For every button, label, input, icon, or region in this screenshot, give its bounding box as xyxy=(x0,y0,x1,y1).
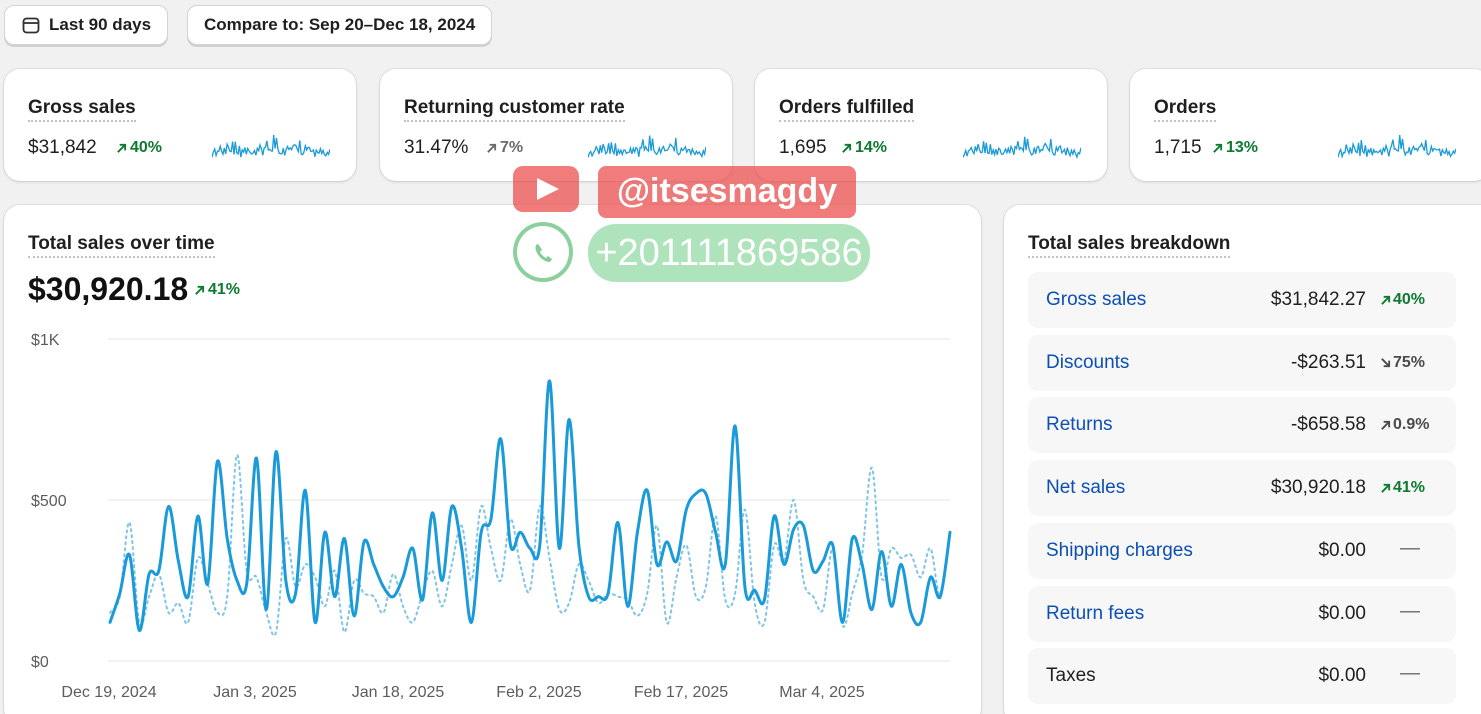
current-series-line xyxy=(108,379,952,632)
breakdown-row-change: — xyxy=(1400,599,1420,622)
breakdown-row-label[interactable]: Returns xyxy=(1046,414,1113,436)
metric-title: Orders fulfilled xyxy=(779,97,915,122)
metric-card-orders-fulfilled[interactable]: Orders fulfilled 1,695 14% xyxy=(755,69,1107,181)
chart-delta-text: 41% xyxy=(208,281,241,298)
sales-over-time-card: Total sales over time $30,920.18 41% $1K… xyxy=(4,205,981,714)
whatsapp-logo-icon xyxy=(513,222,573,282)
metric-value: 31.47% xyxy=(404,137,469,158)
arrow-down-right-icon xyxy=(1381,358,1391,368)
sparkline-path xyxy=(1338,134,1456,159)
metric-value: $31,842 xyxy=(28,137,97,158)
breakdown-row: Taxes $0.00 — xyxy=(1028,648,1456,705)
x-tick-label: Dec 19, 2024 xyxy=(61,684,156,701)
metric-delta-text: 13% xyxy=(1226,139,1259,156)
breakdown-row-label[interactable]: Gross sales xyxy=(1046,289,1147,310)
breakdown-row[interactable]: Discounts -$263.51 75% xyxy=(1028,334,1456,391)
metric-delta-text: 14% xyxy=(855,139,888,156)
sparkline xyxy=(212,134,330,159)
metric-card-gross-sales[interactable]: Gross sales $31,842 40% xyxy=(4,69,356,181)
breakdown-row-change-text: 0.9% xyxy=(1393,416,1430,434)
breakdown-row-amount: $0.00 xyxy=(1318,602,1366,624)
breakdown-row-change: 40% xyxy=(1380,291,1425,309)
sparkline-path xyxy=(963,136,1081,160)
breakdown-row-amount: $0.00 xyxy=(1318,665,1366,687)
x-tick-label: Jan 18, 2025 xyxy=(352,684,445,701)
chart-total: $30,920.18 xyxy=(28,271,189,307)
sparkline xyxy=(1338,134,1456,159)
breakdown-row-change: — xyxy=(1400,662,1420,685)
x-tick-label: Jan 3, 2025 xyxy=(213,684,297,701)
breakdown-row-change-text: 40% xyxy=(1393,291,1426,308)
metric-card-orders[interactable]: Orders 1,715 13% xyxy=(1130,69,1481,181)
youtube-logo-icon xyxy=(513,166,579,212)
sparkline-path xyxy=(588,135,706,159)
sales-line-chart[interactable]: $1K $500 $0 Dec 19, 2024 Jan 3, 2025 Jan 18, … xyxy=(4,205,981,714)
arrow-up-right-icon xyxy=(487,143,497,153)
sparkline-path xyxy=(212,134,330,159)
arrow-up-right-icon xyxy=(195,285,205,295)
breakdown-row[interactable]: Gross sales $31,842.27 40% xyxy=(1028,272,1456,328)
breakdown-row-change: 0.9% xyxy=(1380,416,1429,434)
metric-delta: 7% xyxy=(486,139,523,157)
compare-button[interactable]: Compare to: Sep 20–Dec 18, 2024 xyxy=(187,5,493,45)
date-range-label: Last 90 days xyxy=(49,15,152,34)
breakdown-row[interactable]: Shipping charges $0.00 — xyxy=(1028,522,1456,579)
breakdown-row-change: 41% xyxy=(1380,479,1425,497)
metric-value: 1,715 xyxy=(1154,137,1202,158)
breakdown-row[interactable]: Returns -$658.58 0.9% xyxy=(1028,397,1456,454)
breakdown-row-change: — xyxy=(1400,536,1420,559)
breakdown-row-amount: -$263.51 xyxy=(1290,351,1366,373)
metric-title: Orders xyxy=(1154,97,1217,122)
breakdown-row-amount: $30,920.18 xyxy=(1270,477,1366,499)
metric-title: Returning customer rate xyxy=(404,97,625,122)
arrow-up-right-icon xyxy=(1381,295,1391,305)
metric-title: Gross sales xyxy=(28,97,136,122)
breakdown-row-label[interactable]: Return fees xyxy=(1046,602,1145,624)
sparkline xyxy=(963,136,1081,160)
comparison-series-line xyxy=(109,453,951,637)
breakdown-row-change-text: 41% xyxy=(1393,479,1426,497)
x-tick-label: Feb 17, 2025 xyxy=(634,684,728,701)
breakdown-row-amount: $0.00 xyxy=(1318,539,1366,561)
metric-delta-text: 40% xyxy=(130,139,163,156)
calendar-icon xyxy=(22,17,40,34)
compare-label: Compare to: Sep 20–Dec 18, 2024 xyxy=(204,15,476,34)
breakdown-row[interactable]: Return fees $0.00 — xyxy=(1028,585,1456,642)
sparkline xyxy=(588,135,706,159)
breakdown-title[interactable]: Total sales breakdown xyxy=(1028,233,1231,258)
metric-delta-text: 7% xyxy=(500,139,524,156)
breakdown-row-label[interactable]: Shipping charges xyxy=(1046,539,1193,561)
arrow-up-right-icon xyxy=(1381,483,1391,493)
y-tick-label: $500 xyxy=(31,493,67,510)
metric-card-returning-customer-rate[interactable]: Returning customer rate 31.47% 7% xyxy=(380,69,732,181)
arrow-up-right-icon xyxy=(117,143,127,153)
watermark-phone: +201111869586 xyxy=(588,224,870,282)
chart-title[interactable]: Total sales over time xyxy=(28,233,215,258)
y-tick-label: $0 xyxy=(31,654,49,671)
metric-delta: 40% xyxy=(116,139,162,157)
sales-breakdown-card: Total sales breakdown Gross sales $31,842… xyxy=(1004,205,1481,714)
breakdown-row[interactable]: Net sales $30,920.18 41% xyxy=(1028,460,1456,517)
breakdown-row-label[interactable]: Net sales xyxy=(1046,477,1126,499)
date-range-button[interactable]: Last 90 days xyxy=(4,5,169,45)
arrow-up-right-icon xyxy=(1213,143,1223,153)
breakdown-row-label[interactable]: Discounts xyxy=(1046,351,1130,373)
breakdown-row-change: 75% xyxy=(1380,354,1425,372)
arrow-up-right-icon xyxy=(842,143,852,153)
metric-value: 1,695 xyxy=(779,137,827,158)
y-tick-label: $1K xyxy=(31,332,60,349)
arrow-up-right-icon xyxy=(1381,420,1391,430)
x-tick-label: Mar 4, 2025 xyxy=(779,684,864,701)
chart-delta: 41% xyxy=(194,281,240,299)
metric-delta: 14% xyxy=(841,139,887,157)
breakdown-row-amount: -$658.58 xyxy=(1290,414,1366,436)
watermark-handle: @itsesmagdy xyxy=(598,166,856,218)
breakdown-row-amount: $31,842.27 xyxy=(1270,289,1366,310)
metric-delta: 13% xyxy=(1212,139,1258,157)
breakdown-row-change-text: 75% xyxy=(1393,353,1426,371)
x-tick-label: Feb 2, 2025 xyxy=(496,684,582,701)
breakdown-row-label: Taxes xyxy=(1046,665,1096,687)
